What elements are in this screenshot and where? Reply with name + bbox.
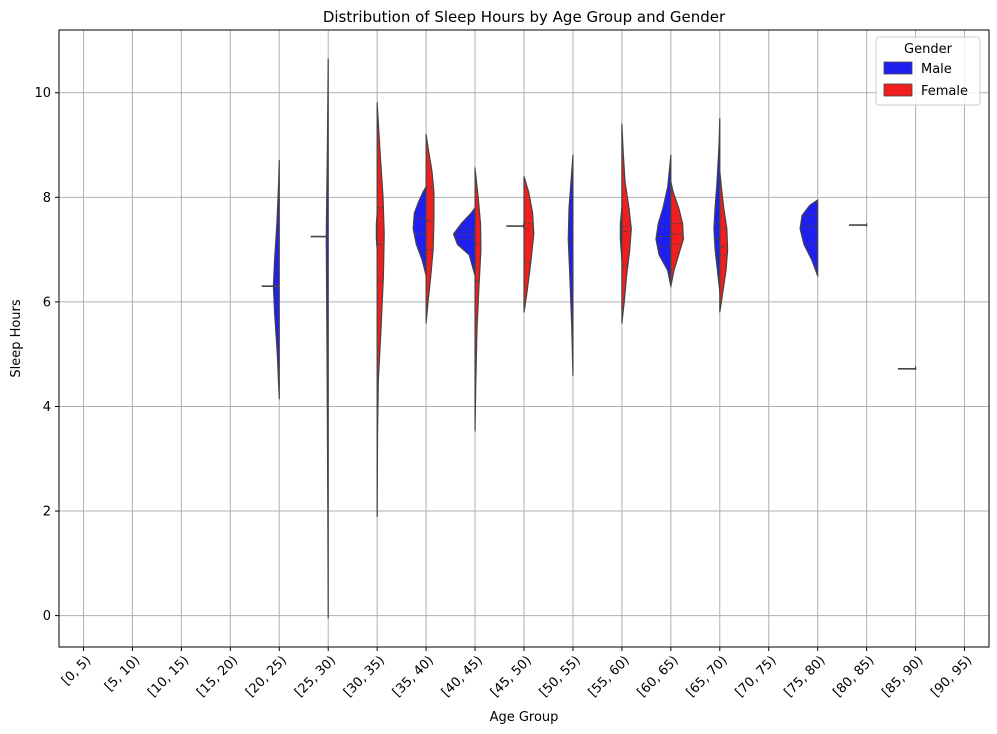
x-tick-label: [50, 55) bbox=[537, 653, 584, 700]
x-tick-label: [40, 45) bbox=[439, 653, 486, 700]
x-axis-ticks: [0, 5) [5, 10) [10, 15) [15, 20) [20, 25) [25… bbox=[59, 647, 975, 700]
legend-label-female: Female bbox=[921, 84, 968, 99]
x-tick-label: [65, 70) bbox=[684, 653, 731, 700]
x-tick-label: [55, 60) bbox=[586, 653, 633, 700]
x-axis-label: Age Group bbox=[490, 710, 559, 725]
x-tick-label: [25, 30) bbox=[292, 653, 339, 700]
legend: Gender Male Female bbox=[875, 36, 981, 106]
y-tick-label: 10 bbox=[34, 86, 51, 101]
violin-body bbox=[799, 198, 819, 278]
chart-title: Distribution of Sleep Hours by Age Group… bbox=[323, 8, 726, 26]
violin-female bbox=[523, 176, 535, 313]
violin-female bbox=[670, 181, 684, 288]
x-tick-label: [80, 85) bbox=[830, 653, 877, 700]
violin-body bbox=[474, 166, 482, 432]
x-tick-label: [45, 50) bbox=[488, 653, 535, 700]
violin-male bbox=[655, 154, 672, 288]
violin-female bbox=[474, 166, 482, 432]
violin-male bbox=[506, 223, 525, 229]
violin-male bbox=[261, 160, 280, 400]
violin-body bbox=[655, 154, 672, 288]
violin-body bbox=[272, 160, 280, 400]
x-tick-label: [85, 90) bbox=[879, 653, 926, 700]
violin-male bbox=[452, 207, 476, 278]
violin-body bbox=[713, 118, 721, 293]
violin-female bbox=[621, 123, 632, 325]
x-tick-label: [90, 95) bbox=[928, 653, 975, 700]
y-tick-label: 8 bbox=[43, 191, 51, 206]
violin-body bbox=[567, 154, 574, 377]
violin-male bbox=[567, 154, 574, 377]
y-tick-label: 2 bbox=[43, 505, 51, 520]
x-tick-label: [0, 5) bbox=[59, 653, 94, 688]
violin-body bbox=[670, 181, 684, 288]
violin-body bbox=[412, 186, 427, 278]
x-tick-label: [60, 65) bbox=[635, 653, 682, 700]
violin-male bbox=[310, 56, 329, 619]
violin-body bbox=[376, 101, 385, 517]
violin-male bbox=[799, 198, 819, 278]
x-tick-label: [70, 75) bbox=[733, 653, 780, 700]
violin-male bbox=[897, 366, 917, 371]
violin-body bbox=[621, 123, 632, 325]
x-tick-label: [10, 15) bbox=[145, 653, 192, 700]
y-tick-label: 4 bbox=[43, 400, 51, 415]
violin-body bbox=[325, 56, 329, 619]
violin-male bbox=[713, 118, 721, 293]
legend-label-male: Male bbox=[921, 62, 952, 77]
x-tick-label: [20, 25) bbox=[243, 653, 290, 700]
x-tick-label: [5, 10) bbox=[102, 653, 143, 694]
violin-male bbox=[849, 223, 868, 228]
legend-swatch-female bbox=[883, 83, 913, 97]
violins bbox=[261, 56, 917, 619]
x-tick-label: [35, 40) bbox=[390, 653, 437, 700]
violin-body bbox=[425, 133, 435, 325]
violin-body bbox=[523, 176, 535, 313]
y-tick-label: 0 bbox=[43, 609, 51, 624]
y-axis-ticks: 0 2 4 6 8 10 bbox=[34, 86, 59, 624]
grid bbox=[59, 30, 989, 647]
violin-female bbox=[719, 170, 729, 313]
legend-title: Gender bbox=[904, 42, 953, 57]
violin-female bbox=[376, 101, 385, 517]
x-tick-label: [15, 20) bbox=[194, 653, 241, 700]
violin-male bbox=[412, 186, 427, 278]
violin-body bbox=[719, 170, 729, 313]
violin-body bbox=[452, 207, 476, 278]
y-axis-label: Sleep Hours bbox=[9, 299, 24, 378]
x-tick-label: [75, 80) bbox=[781, 653, 828, 700]
violin-female bbox=[425, 133, 435, 325]
x-tick-label: [30, 35) bbox=[341, 653, 388, 700]
legend-swatch-male bbox=[883, 61, 913, 75]
y-tick-label: 6 bbox=[43, 295, 51, 310]
